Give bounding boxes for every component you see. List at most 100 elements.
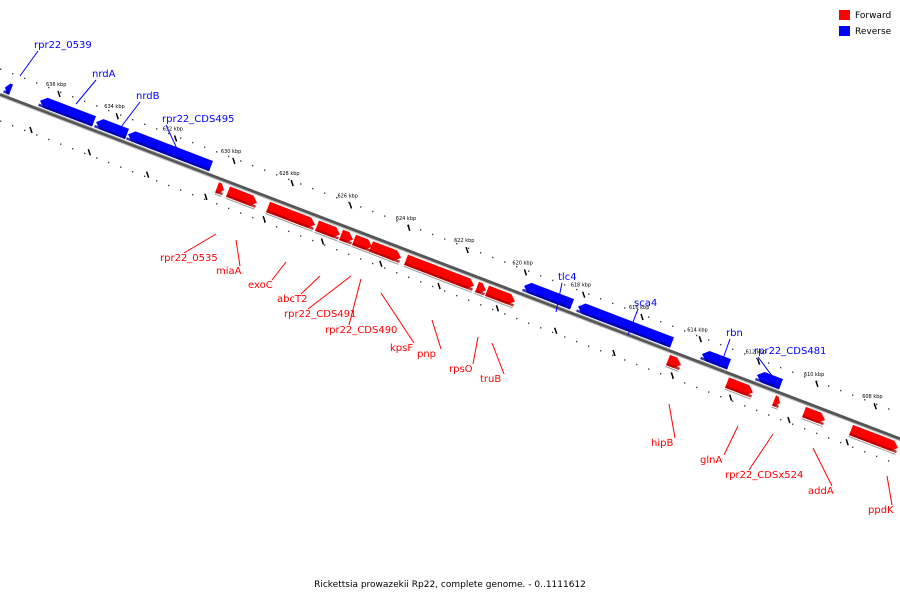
tick-mark — [87, 149, 92, 156]
feature-label-exoC[interactable]: exoC — [248, 280, 273, 291]
feature-label-rpr22_CDS495[interactable]: rpr22_CDS495 — [162, 114, 234, 125]
feature-glnA[interactable] — [724, 377, 755, 400]
tick-mark — [845, 439, 849, 446]
leader-line — [235, 239, 241, 267]
feature-rpsO[interactable] — [474, 281, 488, 298]
tick-label: 634 kbp — [104, 104, 124, 110]
ruler-dots-lower — [0, 120, 890, 462]
feature-tlc4[interactable] — [521, 281, 574, 312]
feature-label-rpr22_0539[interactable]: rpr22_0539 — [34, 40, 92, 51]
feature-label-rpr22_CDS490[interactable]: rpr22_CDS490 — [325, 325, 397, 336]
feature-rpr22_CDS491[interactable] — [338, 229, 355, 247]
feature-label-rpr22_CDS491[interactable]: rpr22_CDS491 — [284, 309, 356, 320]
feature-rpr22_0535[interactable] — [214, 182, 226, 198]
tick-mark — [348, 202, 353, 209]
tick-mark — [204, 193, 208, 201]
tick-mark — [379, 260, 383, 268]
tick-mark — [698, 336, 703, 343]
tick-label: 610 kbp — [804, 372, 824, 378]
figure-caption: Rickettsia prowazekii Rp22, complete gen… — [314, 580, 586, 590]
feature-label-ppdK[interactable]: ppdK — [868, 505, 894, 516]
tick-mark — [115, 112, 120, 120]
leader-line — [748, 433, 774, 471]
tick-label: 630 kbp — [221, 149, 241, 155]
leader-line — [348, 278, 362, 326]
feature-hipB[interactable] — [665, 354, 683, 372]
backbone-line — [0, 93, 900, 441]
tick-mark — [640, 313, 644, 321]
backbone — [0, 93, 900, 442]
tick-mark — [173, 135, 178, 142]
legend-forward-label: Forward — [855, 11, 891, 21]
tick-mark — [612, 349, 616, 357]
feature-abcT2[interactable] — [314, 220, 342, 242]
leader-line — [719, 338, 731, 368]
feature-label-rpsO[interactable]: rpsO — [449, 364, 473, 375]
feature-rbn[interactable] — [699, 349, 731, 372]
feature-label-nrdA[interactable]: nrdA — [92, 69, 116, 80]
feature-label-rpr22_CDS481[interactable]: rpr22_CDS481 — [754, 346, 826, 357]
tick-label: 614 kbp — [687, 327, 707, 333]
feature-label-miaA[interactable]: miaA — [216, 266, 242, 277]
features — [2, 82, 900, 455]
tick-mark — [145, 171, 150, 178]
feature-truB[interactable] — [484, 285, 517, 309]
feature-rpr22_CDS490[interactable] — [351, 234, 374, 254]
feature-label-nrdB[interactable]: nrdB — [136, 91, 160, 102]
feature-rpr22_0539[interactable] — [2, 82, 14, 97]
feature-kpsF[interactable] — [368, 241, 403, 265]
leader-line — [165, 124, 180, 154]
tick-mark — [262, 215, 266, 223]
feature-label-hipB[interactable]: hipB — [651, 438, 673, 449]
feature-exoC[interactable] — [265, 201, 317, 232]
tick-mark — [756, 358, 761, 365]
tick-mark — [57, 90, 61, 98]
feature-rpr22_CDSx524[interactable] — [771, 395, 782, 410]
tick-mark — [495, 305, 500, 312]
tick-label: 618 kbp — [571, 283, 591, 289]
feature-label-abcT2[interactable]: abcT2 — [277, 294, 307, 305]
leader-line — [307, 275, 352, 310]
feature-ppdK[interactable] — [848, 424, 900, 455]
feature-label-kpsF[interactable]: kpsF — [390, 343, 413, 354]
tick-mark — [320, 238, 325, 245]
leader-line — [271, 261, 287, 281]
feature-rpr22_CDS481[interactable] — [754, 370, 783, 392]
tick-mark — [670, 372, 675, 379]
tick-mark — [232, 157, 236, 165]
leader-line — [431, 319, 442, 350]
leader-line — [380, 292, 415, 344]
tick-label: 636 kbp — [46, 82, 66, 88]
feature-addA[interactable] — [801, 406, 827, 428]
feature-label-sca4[interactable]: sca4 — [634, 298, 657, 309]
feature-label-addA[interactable]: addA — [808, 486, 834, 497]
feature-pnp[interactable] — [403, 254, 476, 293]
feature-label-rpr22_0535[interactable]: rpr22_0535 — [160, 253, 218, 264]
feature-label-tlc4[interactable]: tlc4 — [558, 272, 577, 283]
feature-sca4[interactable] — [575, 301, 675, 350]
leader-line — [75, 79, 97, 105]
tick-mark — [290, 179, 294, 187]
feature-label-truB[interactable]: truB — [480, 374, 501, 385]
tick-label: 620 kbp — [512, 260, 532, 266]
tick-label: 612 kbp — [746, 350, 766, 356]
leader-line — [886, 475, 893, 506]
tick-mark — [581, 291, 586, 298]
legend-forward-swatch — [839, 10, 850, 20]
tick-mark — [29, 126, 33, 134]
leader-line — [627, 308, 639, 336]
feature-label-rbn[interactable]: rbn — [726, 328, 743, 339]
feature-miaA[interactable] — [225, 186, 259, 210]
leader-line — [491, 342, 505, 375]
feature-labels: rpr22_0539 nrdA nrdB rpr22_CDS495 tlc4 sca4 rb… — [19, 40, 894, 516]
kbp-ticks: 636 kbp 634 kbp 632 kbp 630 kbp 628 kbp 626 k… — [29, 82, 883, 446]
tick-mark — [873, 402, 877, 410]
ruler-dots-upper — [0, 68, 890, 410]
feature-rpr22_CDS495[interactable] — [125, 129, 214, 174]
feature-nrdA[interactable] — [37, 96, 96, 129]
feature-label-glnA[interactable]: glnA — [700, 455, 722, 466]
legend-reverse-swatch — [839, 26, 850, 36]
feature-label-pnp[interactable]: pnp — [417, 349, 436, 360]
feature-nrdB[interactable] — [93, 117, 129, 141]
feature-label-rpr22_CDSx524[interactable]: rpr22_CDSx524 — [725, 470, 803, 481]
